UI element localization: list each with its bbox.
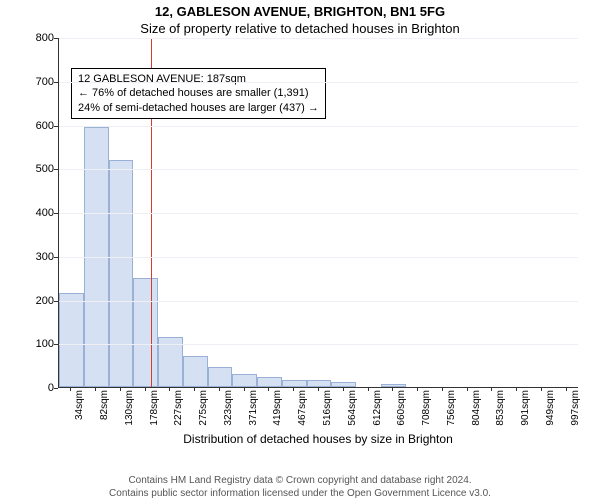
y-tick-label: 400 (24, 207, 54, 219)
x-tick-mark (442, 387, 443, 391)
x-tick-label: 82sqm (99, 390, 110, 420)
x-tick-label: 708sqm (421, 390, 432, 426)
footer-line2: Contains public sector information licen… (0, 488, 600, 501)
x-axis-label: Distribution of detached houses by size … (58, 432, 578, 446)
info-box: 12 GABLESON AVENUE: 187sqm ← 76% of deta… (71, 68, 326, 119)
bar (109, 160, 134, 388)
gridline (59, 169, 578, 170)
x-tick-label: 467sqm (297, 390, 308, 426)
x-tick-label: 371sqm (248, 390, 259, 426)
y-tick-mark (54, 82, 58, 83)
chart-container: Number of detached properties 12 GABLESO… (58, 38, 578, 428)
x-tick-label: 660sqm (396, 390, 407, 426)
gridline (59, 38, 578, 39)
x-tick-mark (268, 387, 269, 391)
x-tick-mark (467, 387, 468, 391)
x-tick-mark (392, 387, 393, 391)
x-tick-mark (219, 387, 220, 391)
x-tick-label: 178sqm (149, 390, 160, 426)
bar (331, 382, 356, 387)
x-tick-label: 997sqm (570, 390, 581, 426)
info-box-line2: ← 76% of detached houses are smaller (1,… (78, 86, 319, 100)
x-tick-mark (491, 387, 492, 391)
y-tick-mark (54, 388, 58, 389)
x-tick-mark (70, 387, 71, 391)
y-tick-mark (54, 38, 58, 39)
x-tick-label: 419sqm (272, 390, 283, 426)
x-tick-label: 275sqm (198, 390, 209, 426)
x-tick-mark (516, 387, 517, 391)
bar (183, 356, 208, 387)
x-tick-mark (194, 387, 195, 391)
bar (59, 293, 84, 387)
x-tick-label: 612sqm (372, 390, 383, 426)
bar (208, 367, 233, 387)
x-tick-mark (244, 387, 245, 391)
bar (133, 278, 158, 387)
y-tick-label: 700 (24, 76, 54, 88)
x-tick-mark (318, 387, 319, 391)
x-tick-label: 323sqm (223, 390, 234, 426)
chart-title-description: Size of property relative to detached ho… (0, 21, 600, 36)
y-tick-mark (54, 301, 58, 302)
gridline (59, 257, 578, 258)
x-tick-mark (145, 387, 146, 391)
x-tick-label: 756sqm (446, 390, 457, 426)
y-tick-mark (54, 257, 58, 258)
x-tick-mark (566, 387, 567, 391)
y-tick-label: 100 (24, 338, 54, 350)
y-tick-label: 200 (24, 295, 54, 307)
x-tick-label: 804sqm (471, 390, 482, 426)
y-tick-label: 300 (24, 251, 54, 263)
footer-attribution: Contains HM Land Registry data © Crown c… (0, 475, 600, 500)
x-tick-mark (417, 387, 418, 391)
plot-area: 12 GABLESON AVENUE: 187sqm ← 76% of deta… (58, 38, 578, 388)
x-tick-label: 227sqm (173, 390, 184, 426)
y-tick-mark (54, 126, 58, 127)
y-tick-label: 500 (24, 163, 54, 175)
x-tick-label: 564sqm (347, 390, 358, 426)
info-box-line3: 24% of semi-detached houses are larger (… (78, 101, 319, 115)
x-tick-mark (293, 387, 294, 391)
x-tick-mark (368, 387, 369, 391)
y-tick-mark (54, 344, 58, 345)
gridline (59, 126, 578, 127)
x-tick-label: 130sqm (124, 390, 135, 426)
gridline (59, 213, 578, 214)
footer-line1: Contains HM Land Registry data © Crown c… (0, 475, 600, 488)
gridline (59, 344, 578, 345)
y-tick-mark (54, 213, 58, 214)
info-box-line1: 12 GABLESON AVENUE: 187sqm (78, 72, 319, 86)
x-tick-label: 901sqm (520, 390, 531, 426)
x-tick-label: 853sqm (495, 390, 506, 426)
x-tick-mark (541, 387, 542, 391)
y-tick-label: 800 (24, 32, 54, 44)
x-tick-mark (343, 387, 344, 391)
y-tick-mark (54, 169, 58, 170)
gridline (59, 82, 578, 83)
chart-title-address: 12, GABLESON AVENUE, BRIGHTON, BN1 5FG (0, 4, 600, 19)
y-tick-label: 0 (24, 382, 54, 394)
x-tick-label: 949sqm (545, 390, 556, 426)
x-tick-label: 34sqm (74, 390, 85, 420)
x-tick-mark (169, 387, 170, 391)
x-tick-label: 516sqm (322, 390, 333, 426)
x-tick-mark (95, 387, 96, 391)
x-tick-mark (120, 387, 121, 391)
y-tick-label: 600 (24, 120, 54, 132)
gridline (59, 301, 578, 302)
bar (257, 377, 282, 387)
bar (232, 374, 257, 387)
